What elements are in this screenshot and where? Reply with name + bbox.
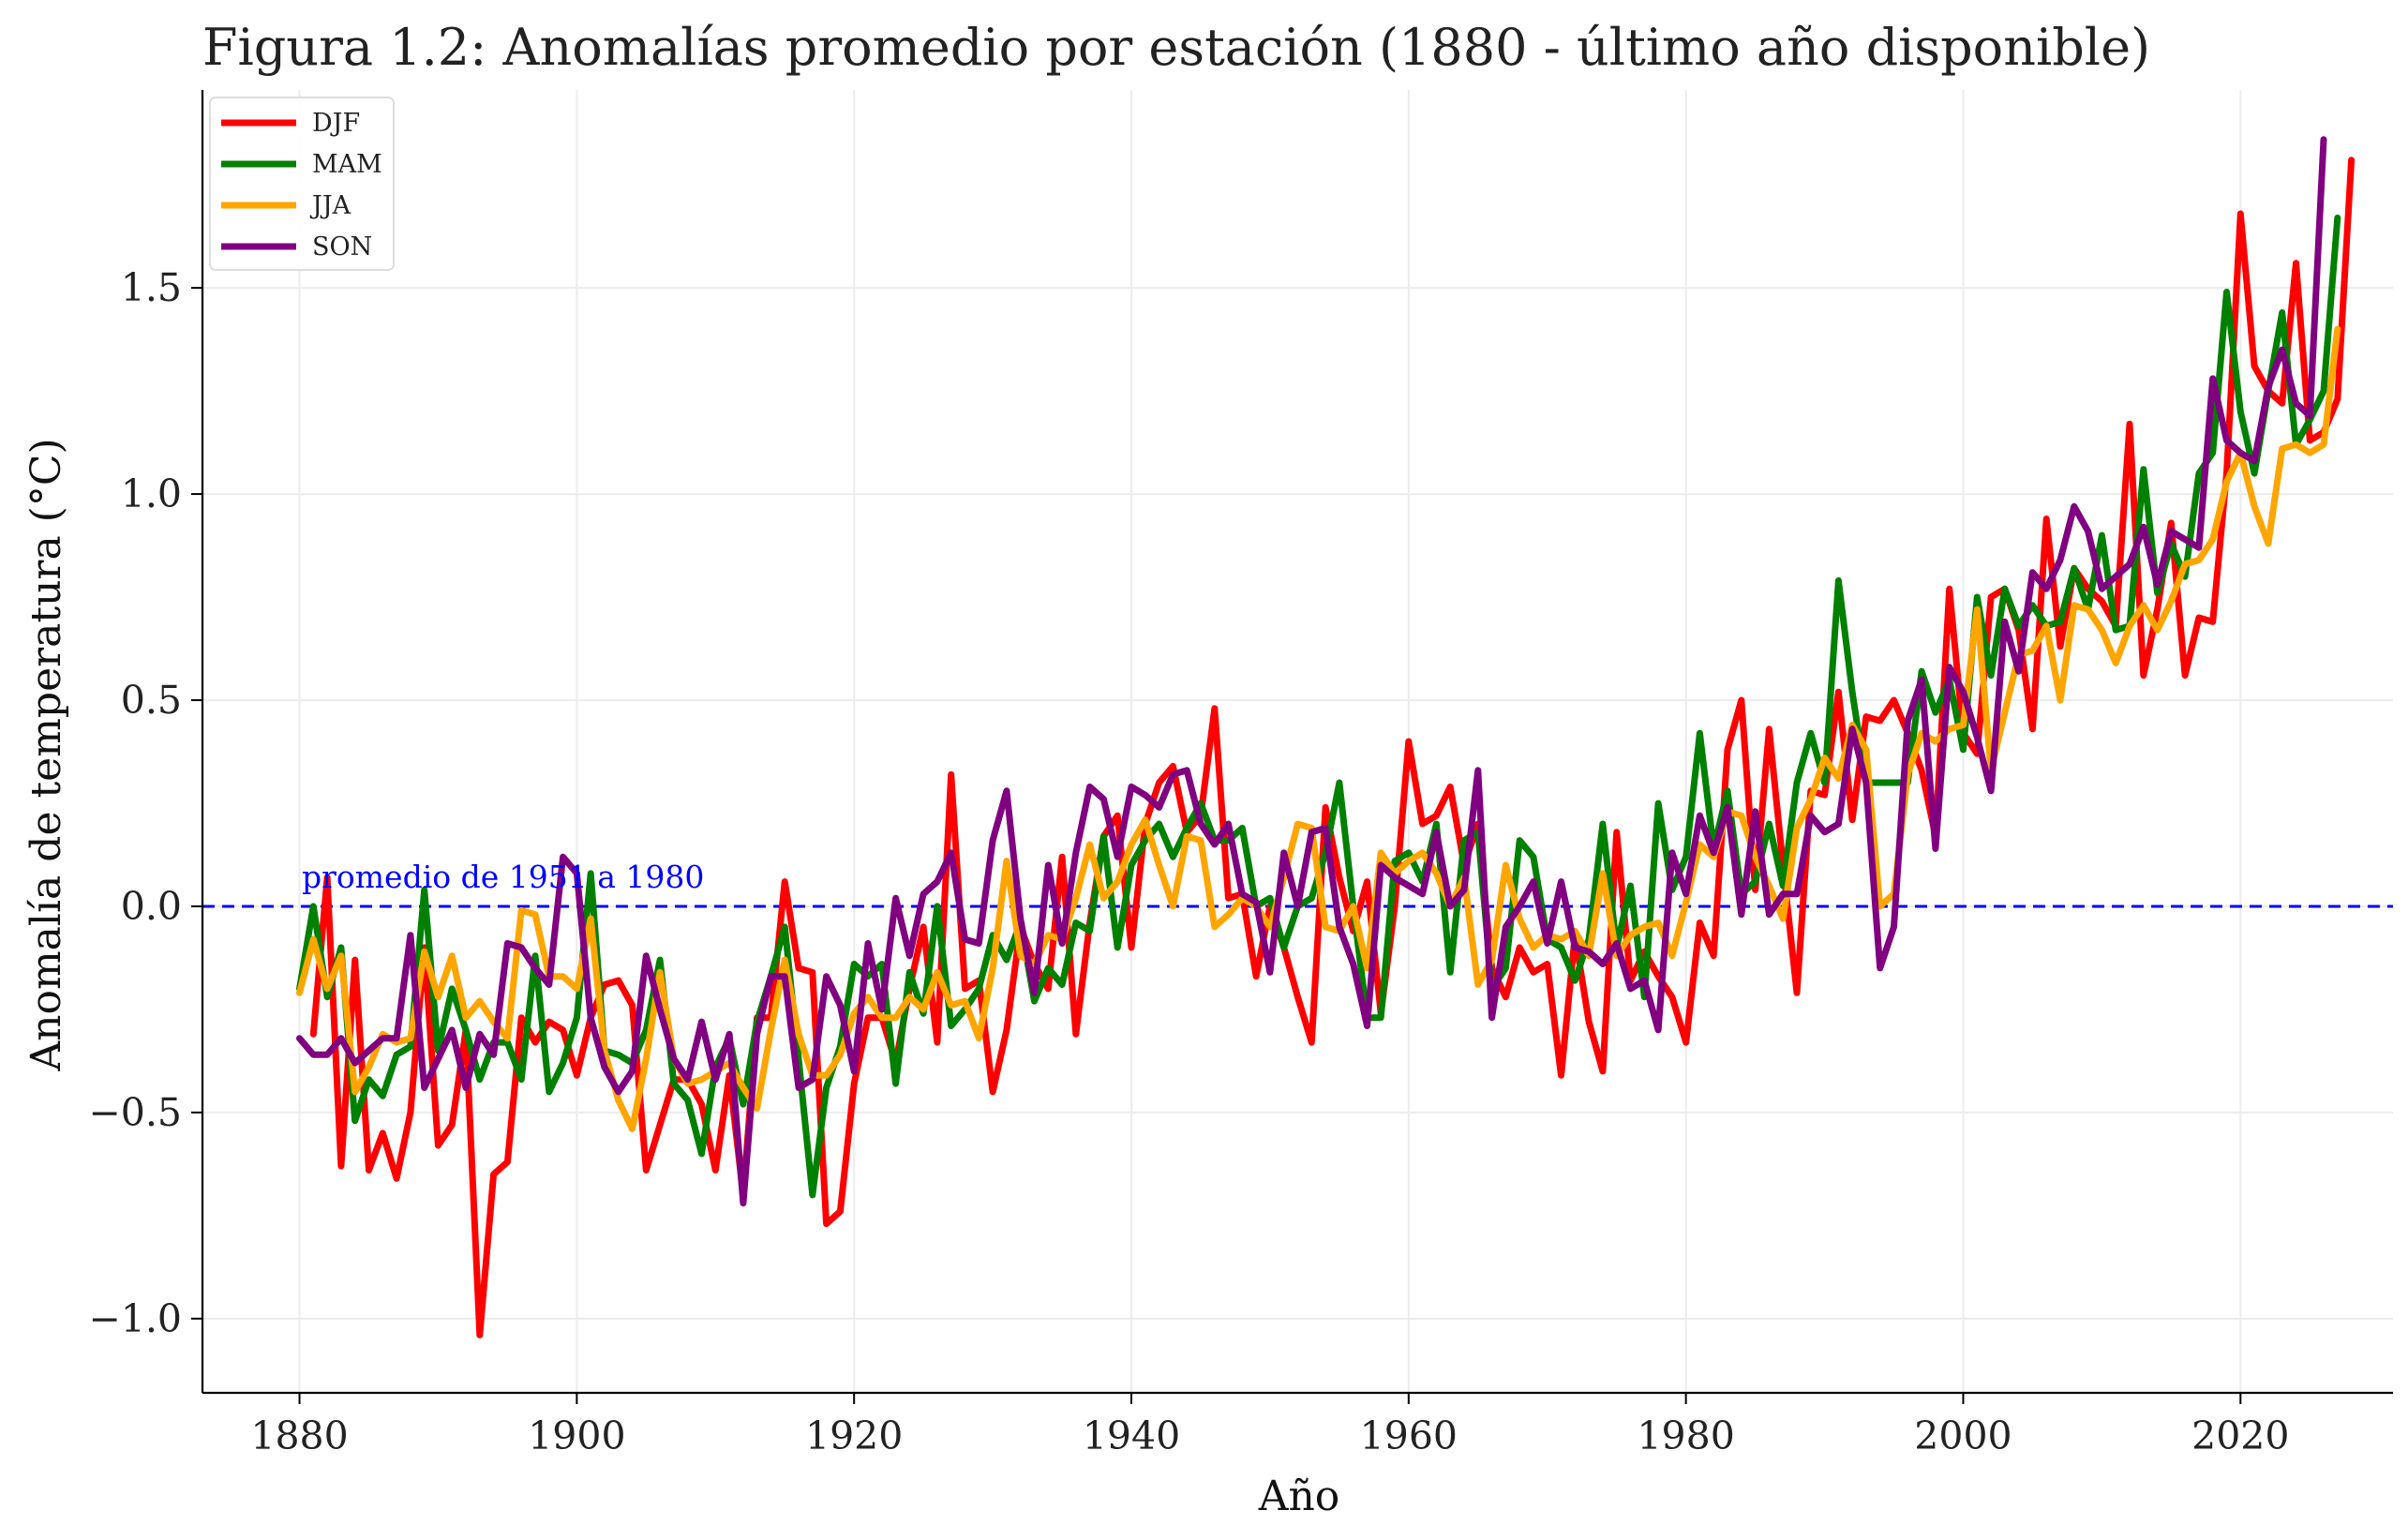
y-axis-label: Anomalía de temperatura (°C) <box>22 438 70 1071</box>
legend-frame <box>209 97 395 271</box>
axes <box>201 90 2393 1395</box>
y-tick-label: −0.5 <box>88 1090 182 1135</box>
legend: DJF MAM JJA SON <box>209 97 395 271</box>
series-line-djf <box>309 157 2356 1338</box>
x-tick-label: 1980 <box>1637 1413 1734 1458</box>
x-axis-label: Año <box>1258 1473 1340 1520</box>
legend-label-djf: DJF <box>312 109 360 138</box>
x-tick-label: 1940 <box>1083 1413 1180 1458</box>
x-tick-label: 1920 <box>805 1413 903 1458</box>
legend-label-mam: MAM <box>312 150 382 179</box>
y-tick-label: 1.0 <box>121 471 182 516</box>
legend-label-son: SON <box>312 232 372 262</box>
x-tick-label: 2000 <box>1914 1413 2012 1458</box>
chart-title: Figura 1.2: Anomalías promedio por estac… <box>202 18 2150 77</box>
series-line-son <box>296 136 2327 1207</box>
x-tick-label: 1880 <box>250 1413 348 1458</box>
y-tick-label: 1.5 <box>121 265 182 310</box>
reference-line-label: promedio de 1951 a 1980 <box>302 859 704 895</box>
grid <box>202 90 2393 1393</box>
y-ticks: −1.0 −0.5 0.0 0.5 1.0 1.5 <box>88 265 202 1341</box>
y-tick-label: −1.0 <box>88 1296 182 1341</box>
x-ticks: 1880 1900 1920 1940 1960 1980 2000 2020 <box>250 1393 2289 1458</box>
series-group: promedio de 1951 a 1980 <box>296 136 2356 1338</box>
x-tick-label: 1960 <box>1360 1413 1458 1458</box>
y-tick-label: 0.0 <box>121 884 182 929</box>
x-tick-label: 2020 <box>2191 1413 2289 1458</box>
y-tick-label: 0.5 <box>121 678 182 723</box>
x-tick-label: 1900 <box>528 1413 625 1458</box>
legend-label-jja: JJA <box>309 191 351 220</box>
